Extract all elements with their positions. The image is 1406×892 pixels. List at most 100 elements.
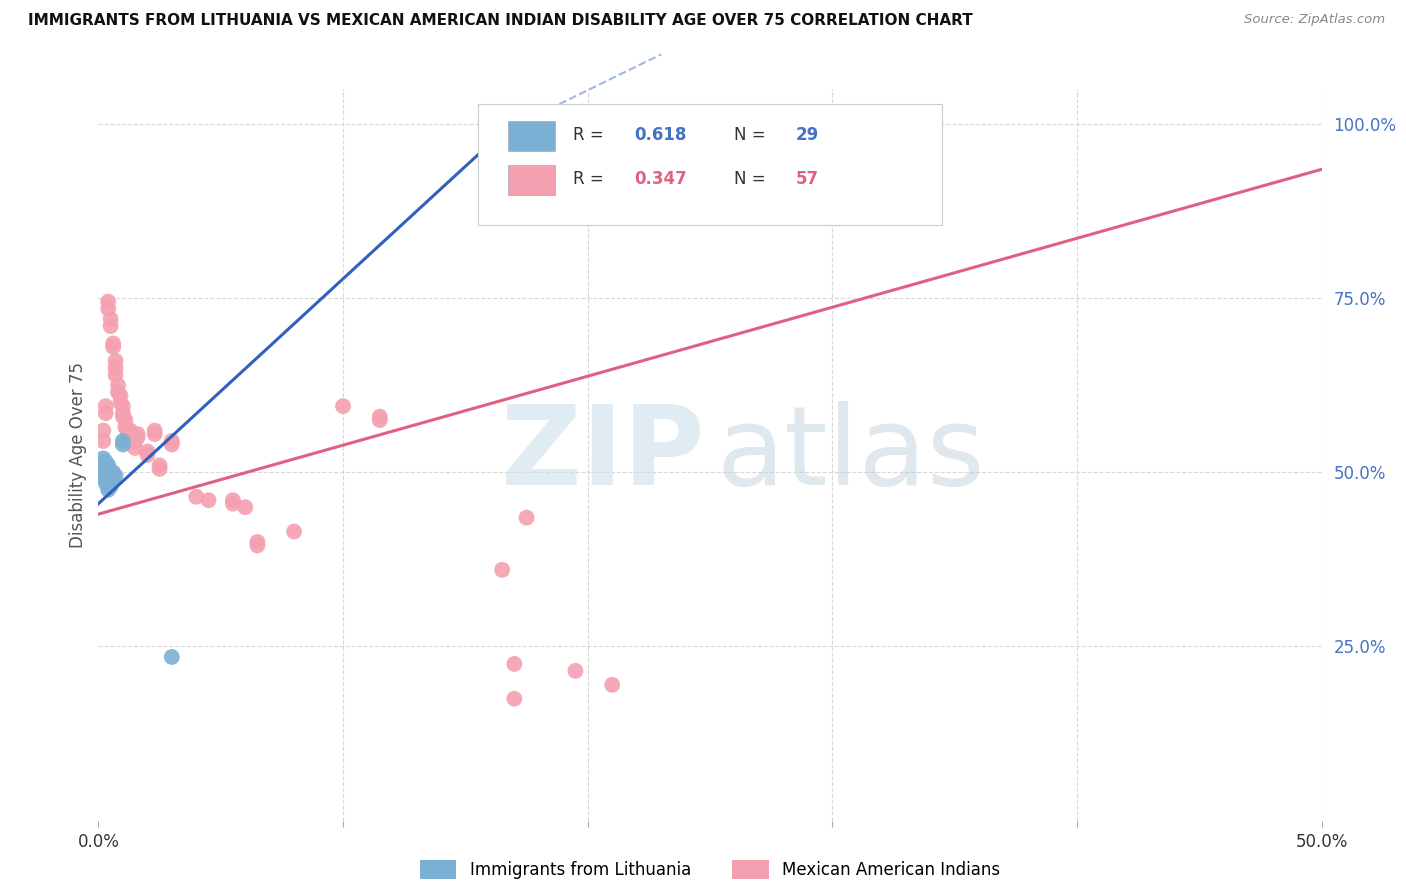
Point — [121, 430, 143, 444]
Point — [117, 427, 139, 442]
Point — [332, 399, 354, 413]
Text: Source: ZipAtlas.com: Source: ZipAtlas.com — [1244, 13, 1385, 27]
Text: R =: R = — [574, 127, 609, 145]
Point — [91, 424, 114, 438]
Text: ZIP: ZIP — [501, 401, 704, 508]
Point — [94, 406, 117, 420]
Point — [107, 385, 129, 400]
Point — [160, 434, 183, 448]
Point — [100, 312, 122, 326]
Point — [104, 468, 127, 483]
Point — [104, 368, 127, 382]
Point — [246, 535, 269, 549]
Point — [91, 462, 114, 476]
Point — [100, 319, 122, 334]
Point — [101, 466, 124, 480]
Point — [100, 479, 122, 493]
Point — [97, 294, 120, 309]
Point — [100, 475, 122, 490]
Point — [100, 468, 122, 483]
Point — [111, 437, 134, 451]
FancyBboxPatch shape — [478, 103, 942, 225]
Bar — [508, 164, 555, 195]
Point — [160, 649, 183, 664]
Y-axis label: Disability Age Over 75: Disability Age Over 75 — [69, 362, 87, 548]
Point — [101, 472, 124, 486]
Legend: Immigrants from Lithuania, Mexican American Indians: Immigrants from Lithuania, Mexican Ameri… — [413, 853, 1007, 886]
Point — [97, 479, 120, 493]
Text: 0.618: 0.618 — [634, 127, 686, 145]
Point — [110, 389, 132, 403]
Point — [97, 462, 120, 476]
Point — [222, 497, 245, 511]
Point — [104, 354, 127, 368]
Point — [160, 437, 183, 451]
Point — [97, 472, 120, 486]
Point — [114, 413, 136, 427]
Point — [748, 204, 770, 219]
Point — [136, 448, 159, 462]
Point — [101, 340, 124, 354]
Point — [368, 409, 391, 424]
Point — [97, 458, 120, 473]
Point — [124, 441, 146, 455]
Point — [124, 434, 146, 448]
Point — [127, 427, 149, 442]
Point — [515, 510, 537, 524]
Point — [94, 472, 117, 486]
Point — [149, 462, 172, 476]
Point — [107, 378, 129, 392]
Point — [104, 360, 127, 375]
Text: atlas: atlas — [716, 401, 984, 508]
Point — [117, 424, 139, 438]
Point — [503, 657, 526, 671]
Point — [143, 427, 166, 442]
Text: IMMIGRANTS FROM LITHUANIA VS MEXICAN AMERICAN INDIAN DISABILITY AGE OVER 75 CORR: IMMIGRANTS FROM LITHUANIA VS MEXICAN AME… — [28, 13, 973, 29]
Point — [110, 395, 132, 409]
Point — [246, 539, 269, 553]
Point — [120, 427, 142, 442]
Point — [186, 490, 208, 504]
Point — [136, 444, 159, 458]
Point — [114, 420, 136, 434]
Point — [94, 455, 117, 469]
Text: N =: N = — [734, 170, 772, 188]
Bar — [508, 120, 555, 152]
Point — [97, 468, 120, 483]
Point — [491, 135, 513, 149]
Point — [100, 472, 122, 486]
Point — [491, 563, 513, 577]
Point — [222, 493, 245, 508]
Point — [97, 466, 120, 480]
Point — [368, 413, 391, 427]
Point — [233, 500, 256, 515]
Point — [127, 430, 149, 444]
Point — [503, 691, 526, 706]
Point — [600, 678, 623, 692]
Point — [111, 434, 134, 448]
Point — [91, 451, 114, 466]
Point — [97, 301, 120, 316]
Point — [91, 434, 114, 448]
Point — [97, 483, 120, 497]
Point — [94, 475, 117, 490]
Text: 0.347: 0.347 — [634, 170, 688, 188]
Point — [197, 493, 219, 508]
Text: R =: R = — [574, 170, 609, 188]
Point — [94, 458, 117, 473]
Point — [143, 424, 166, 438]
Point — [94, 399, 117, 413]
Point — [97, 475, 120, 490]
Point — [283, 524, 305, 539]
Point — [111, 409, 134, 424]
Point — [111, 406, 134, 420]
Point — [149, 458, 172, 473]
Point — [120, 424, 142, 438]
Point — [100, 466, 122, 480]
Text: 29: 29 — [796, 127, 818, 145]
Point — [94, 462, 117, 476]
Text: 57: 57 — [796, 170, 818, 188]
Text: N =: N = — [734, 127, 772, 145]
Point — [111, 399, 134, 413]
Point — [101, 336, 124, 351]
